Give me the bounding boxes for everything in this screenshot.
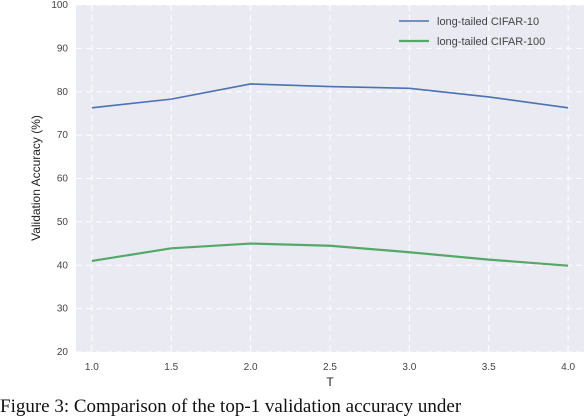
series-lines <box>91 83 569 267</box>
figure-caption: Figure 3: Comparison of the top-1 valida… <box>0 396 462 417</box>
y-tick-label: 20 <box>57 347 69 358</box>
y-tick-label: 100 <box>51 0 68 11</box>
x-tick-label: 2.5 <box>323 362 337 373</box>
y-tick-label: 90 <box>57 43 69 54</box>
y-axis-label: Validation Accuracy (%) <box>29 115 43 241</box>
grid <box>76 4 584 353</box>
y-tick-label: 40 <box>57 260 69 271</box>
y-tick-label: 50 <box>57 217 69 228</box>
x-tick-label: 2.0 <box>244 362 258 373</box>
x-tick-label: 1.0 <box>85 362 99 373</box>
x-tick-label: 4.0 <box>561 362 575 373</box>
legend: long-tailed CIFAR-10 long-tailed CIFAR-10… <box>399 16 545 48</box>
series-line-2 <box>91 242 569 267</box>
x-tick-labels: 1.0 1.5 2.0 2.5 3.0 3.5 4.0 <box>85 362 576 373</box>
x-tick-label: 3.5 <box>482 362 496 373</box>
legend-label: long-tailed CIFAR-100 <box>437 36 545 48</box>
y-tick-label: 70 <box>57 130 69 141</box>
x-tick-label: 3.0 <box>402 362 416 373</box>
series-line-1 <box>91 83 569 109</box>
legend-label: long-tailed CIFAR-10 <box>437 16 539 28</box>
y-tick-labels: 20 30 40 50 60 70 80 90 100 <box>51 0 68 358</box>
y-tick-label: 80 <box>57 87 69 98</box>
x-axis-label: T <box>326 375 334 389</box>
y-tick-label: 60 <box>57 174 69 185</box>
x-tick-label: 1.5 <box>164 362 178 373</box>
line-chart: 20 30 40 50 60 70 80 90 100 1.0 1.5 2.0 2.5 3.0 3.5 4.… <box>29 0 584 389</box>
y-tick-label: 30 <box>57 304 69 315</box>
